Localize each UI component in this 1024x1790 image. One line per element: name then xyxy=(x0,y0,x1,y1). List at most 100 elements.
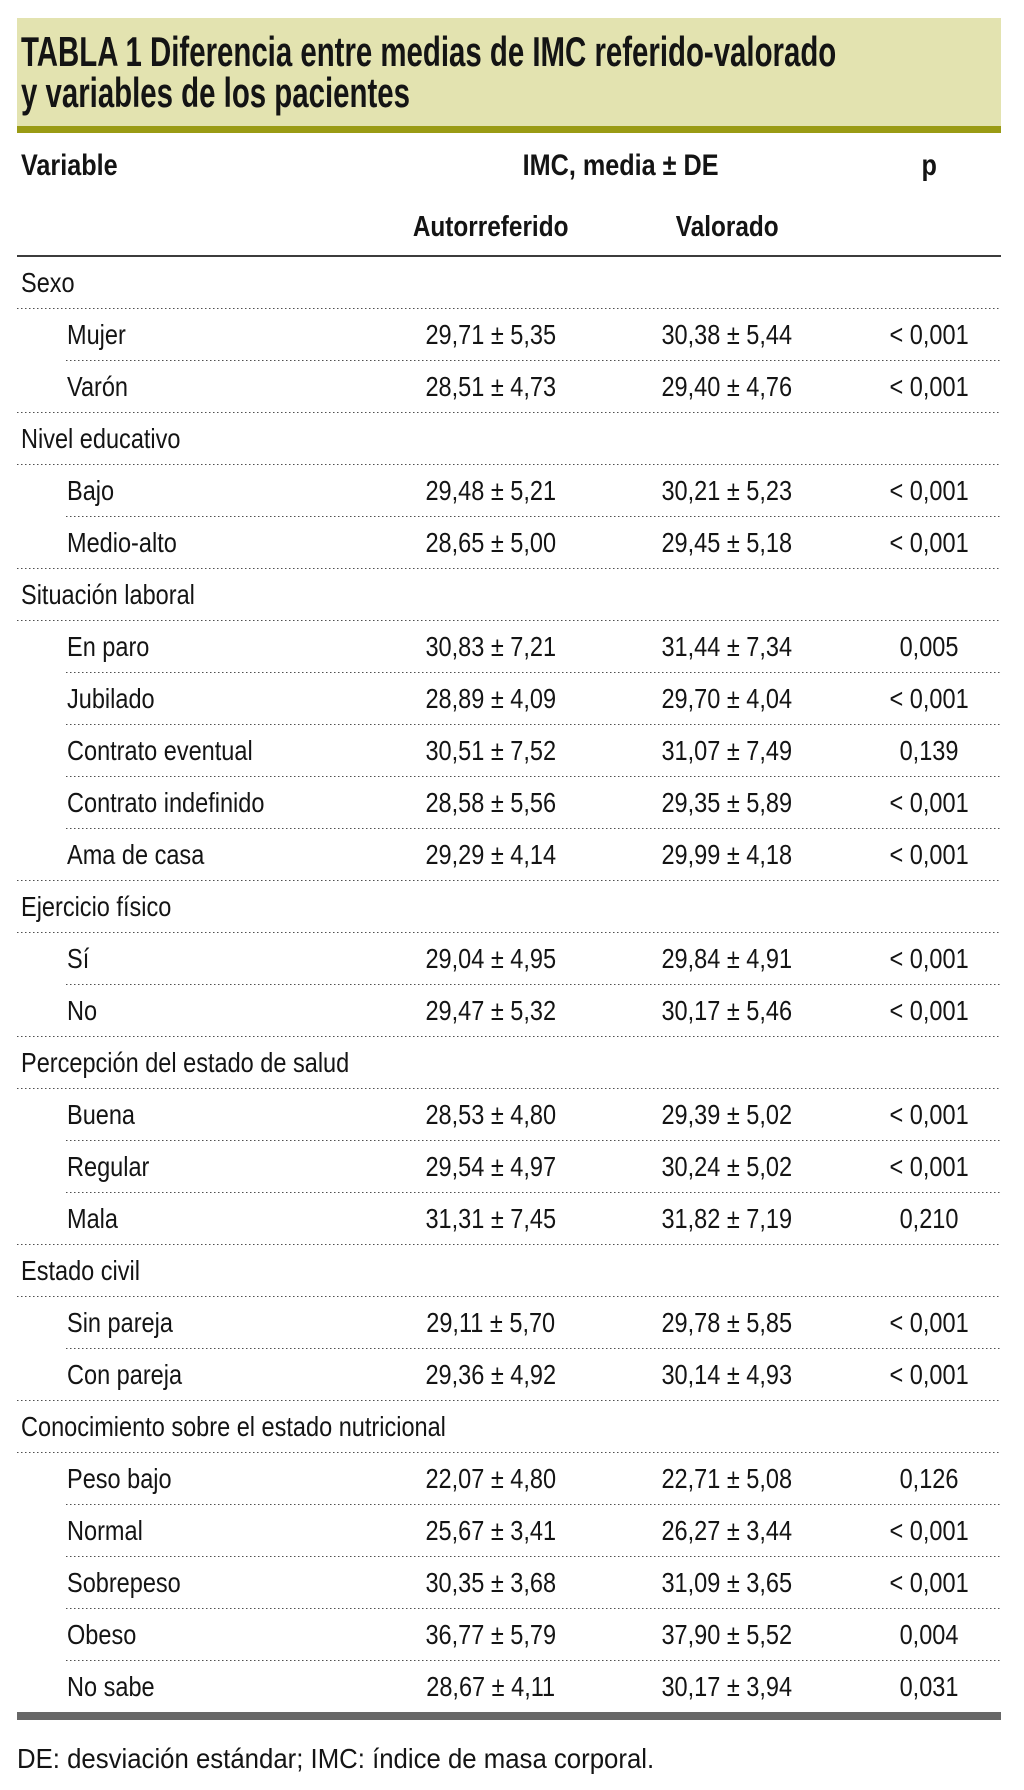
cell-valorado: 29,40 ± 4,76 xyxy=(597,371,857,403)
row-separator xyxy=(17,1452,1001,1453)
cell-autorreferido-text: 29,48 ± 5,21 xyxy=(425,474,557,506)
section-label-text: Ejercicio físico xyxy=(21,890,172,922)
table-title-text1: TABLA 1 Diferencia entre medias de IMC r… xyxy=(21,28,837,75)
cell-autorreferido-text: 29,29 ± 4,14 xyxy=(425,838,557,870)
cell-valorado: 22,71 ± 5,08 xyxy=(597,1463,857,1495)
table-row: Regular 29,54 ± 4,97 30,24 ± 5,02 < 0,001 xyxy=(17,1141,1001,1192)
section-label: Situación laboral xyxy=(17,579,1001,611)
cell-autorreferido: 29,47 ± 5,32 xyxy=(385,995,597,1027)
cell-autorreferido-text: 30,35 ± 3,68 xyxy=(425,1566,557,1598)
row-separator xyxy=(17,932,1001,933)
section-label-text: Estado civil xyxy=(21,1254,140,1286)
row-separator xyxy=(17,464,1001,465)
cell-autorreferido-text: 28,89 ± 4,09 xyxy=(425,682,557,714)
cell-p-text: < 0,001 xyxy=(889,526,969,558)
table-row: Peso bajo 22,07 ± 4,80 22,71 ± 5,08 0,126 xyxy=(17,1453,1001,1504)
cell-autorreferido-text: 30,83 ± 7,21 xyxy=(425,630,557,662)
row-label: Regular xyxy=(17,1151,385,1183)
col-header-variable-text: Variable xyxy=(21,149,118,182)
cell-valorado: 31,44 ± 7,34 xyxy=(597,631,857,663)
col-header-autorreferido-text: Autorreferido xyxy=(413,210,569,243)
cell-p-text: < 0,001 xyxy=(889,838,969,870)
cell-p: < 0,001 xyxy=(857,1515,1001,1547)
cell-p: < 0,001 xyxy=(857,1307,1001,1339)
row-label-text: Medio-alto xyxy=(67,526,177,558)
row-separator xyxy=(66,984,1001,985)
cell-valorado-text: 22,71 ± 5,08 xyxy=(661,1462,793,1494)
cell-p-text: < 0,001 xyxy=(889,1514,969,1546)
row-label: En paro xyxy=(17,631,385,663)
row-separator xyxy=(66,1660,1001,1661)
row-separator xyxy=(66,724,1001,725)
cell-p: < 0,001 xyxy=(857,787,1001,819)
row-separator xyxy=(66,360,1001,361)
row-label-text: Contrato eventual xyxy=(67,734,253,766)
table-row: En paro 30,83 ± 7,21 31,44 ± 7,34 0,005 xyxy=(17,621,1001,672)
cell-valorado-text: 31,82 ± 7,19 xyxy=(661,1202,793,1234)
row-label-text: Normal xyxy=(67,1514,143,1546)
col-header-valorado-text: Valorado xyxy=(675,210,779,243)
row-separator xyxy=(17,1088,1001,1089)
row-label-text: Varón xyxy=(67,370,129,402)
cell-autorreferido-text: 36,77 ± 5,79 xyxy=(425,1618,557,1650)
cell-valorado-text: 31,09 ± 3,65 xyxy=(661,1566,793,1598)
cell-valorado: 37,90 ± 5,52 xyxy=(597,1619,857,1651)
section-row: Conocimiento sobre el estado nutricional xyxy=(17,1401,1001,1452)
cell-valorado-text: 29,78 ± 5,85 xyxy=(661,1306,793,1338)
cell-p: 0,210 xyxy=(857,1203,1001,1235)
cell-p-text: < 0,001 xyxy=(889,994,969,1026)
cell-valorado-text: 30,24 ± 5,02 xyxy=(661,1150,793,1182)
cell-valorado-text: 29,84 ± 4,91 xyxy=(661,942,793,974)
table-row: Ama de casa 29,29 ± 4,14 29,99 ± 4,18 < 0,0… xyxy=(17,829,1001,880)
cell-autorreferido-text: 22,07 ± 4,80 xyxy=(425,1462,557,1494)
row-label-text: No sabe xyxy=(67,1670,155,1702)
table-row: Sí 29,04 ± 4,95 29,84 ± 4,91 < 0,001 xyxy=(17,933,1001,984)
cell-autorreferido-text: 25,67 ± 3,41 xyxy=(425,1514,557,1546)
cell-p: < 0,001 xyxy=(857,683,1001,715)
row-label: Mala xyxy=(17,1203,385,1235)
cell-p-text: 0,126 xyxy=(899,1462,959,1494)
cell-valorado: 31,82 ± 7,19 xyxy=(597,1203,857,1235)
cell-autorreferido-text: 30,51 ± 7,52 xyxy=(425,734,557,766)
cell-autorreferido: 31,31 ± 7,45 xyxy=(385,1203,597,1235)
table-row: Con pareja 29,36 ± 4,92 30,14 ± 4,93 < 0,00… xyxy=(17,1349,1001,1400)
row-label: Contrato eventual xyxy=(17,735,385,767)
row-label: Jubilado xyxy=(17,683,385,715)
table-row: Mala 31,31 ± 7,45 31,82 ± 7,19 0,210 xyxy=(17,1193,1001,1244)
row-label: Ama de casa xyxy=(17,839,385,871)
cell-valorado: 30,24 ± 5,02 xyxy=(597,1151,857,1183)
section-row: Sexo xyxy=(17,257,1001,308)
row-separator xyxy=(66,1504,1001,1505)
col-header-variable: Variable xyxy=(17,149,385,183)
col-header-p-text: p xyxy=(921,149,937,182)
table-footnote-text: DE: desviación estándar; IMC: índice de … xyxy=(17,1743,655,1774)
cell-p-text: 0,005 xyxy=(899,630,959,662)
cell-autorreferido-text: 28,53 ± 4,80 xyxy=(425,1098,557,1130)
section-row: Nivel educativo xyxy=(17,413,1001,464)
cell-p: 0,126 xyxy=(857,1463,1001,1495)
row-label: Sí xyxy=(17,943,385,975)
section-row: Ejercicio físico xyxy=(17,881,1001,932)
row-separator xyxy=(66,1608,1001,1609)
row-label: Peso bajo xyxy=(17,1463,385,1495)
cell-valorado-text: 29,39 ± 5,02 xyxy=(661,1098,793,1130)
cell-valorado-text: 26,27 ± 3,44 xyxy=(661,1514,793,1546)
row-label-text: Jubilado xyxy=(67,682,155,714)
cell-valorado-text: 29,45 ± 5,18 xyxy=(661,526,793,558)
row-label: Medio-alto xyxy=(17,527,385,559)
section-label-text: Sexo xyxy=(21,266,75,298)
row-label: Buena xyxy=(17,1099,385,1131)
row-label: Bajo xyxy=(17,475,385,507)
cell-autorreferido-text: 29,04 ± 4,95 xyxy=(425,942,557,974)
cell-p: 0,031 xyxy=(857,1671,1001,1703)
cell-p-text: < 0,001 xyxy=(889,1358,969,1390)
cell-autorreferido-text: 29,47 ± 5,32 xyxy=(425,994,557,1026)
cell-p: 0,004 xyxy=(857,1619,1001,1651)
cell-autorreferido: 29,71 ± 5,35 xyxy=(385,319,597,351)
row-label-text: Sí xyxy=(67,942,90,974)
row-label-text: No xyxy=(67,994,98,1026)
row-label-text: Peso bajo xyxy=(67,1462,172,1494)
row-label: Con pareja xyxy=(17,1359,385,1391)
cell-p-text: < 0,001 xyxy=(889,474,969,506)
cell-valorado-text: 30,38 ± 5,44 xyxy=(661,318,793,350)
